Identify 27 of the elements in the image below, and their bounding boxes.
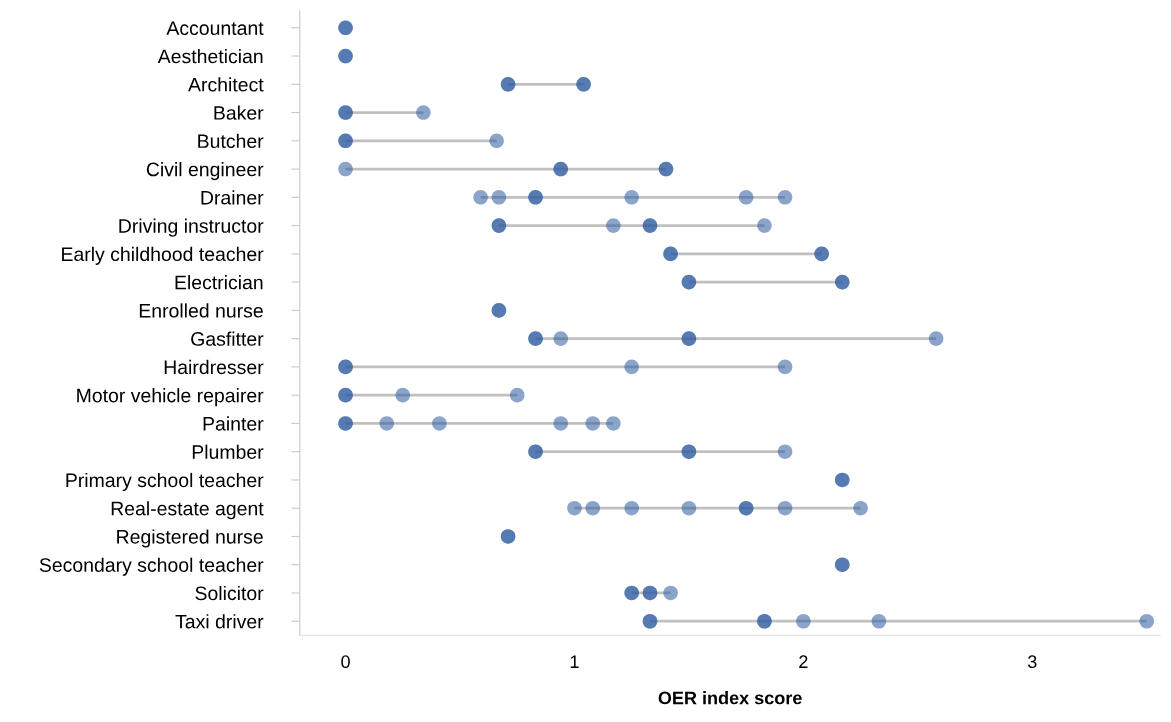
y-tick-label: Enrolled nurse — [139, 303, 263, 318]
y-tick-label: Motor vehicle repairer — [77, 388, 264, 407]
x-tick-label: 0 — [341, 655, 350, 669]
x-tick-label: 3 — [1027, 655, 1037, 669]
y-tick-label: Drainer — [201, 190, 264, 205]
y-tick-label: Hairdresser — [164, 359, 264, 375]
y-tick-label: Registered nurse — [117, 529, 263, 548]
y-tick-label: Electrician — [175, 275, 263, 290]
y-tick-label: Driving instructor — [119, 218, 264, 237]
y-tick-label: Taxi driver — [175, 614, 264, 629]
y-tick-label: Accountant — [166, 21, 264, 36]
y-tick-label: Primary school teacher — [66, 472, 264, 492]
y-tick-label: Civil engineer — [146, 162, 264, 181]
y-tick-label: Gasfitter — [191, 331, 264, 346]
x-axis-title: OER index score — [658, 691, 802, 705]
y-tick-label: Architect — [188, 77, 264, 92]
y-tick-label: Butcher — [198, 133, 264, 149]
x-tick-label: 1 — [570, 655, 579, 668]
y-tick-label: Baker — [214, 105, 264, 120]
y-tick-label: Solicitor — [195, 585, 264, 601]
y-tick-label: Aesthetician — [157, 49, 263, 64]
x-tick-label: 2 — [799, 655, 808, 668]
y-tick-label: Painter — [203, 416, 264, 431]
y-tick-label: Plumber — [192, 444, 264, 459]
y-tick-label: Early childhood teacher — [62, 246, 264, 265]
y-tick-label: Real-estate agent — [111, 501, 264, 520]
y-tick-label: Secondary school teacher — [39, 557, 264, 576]
